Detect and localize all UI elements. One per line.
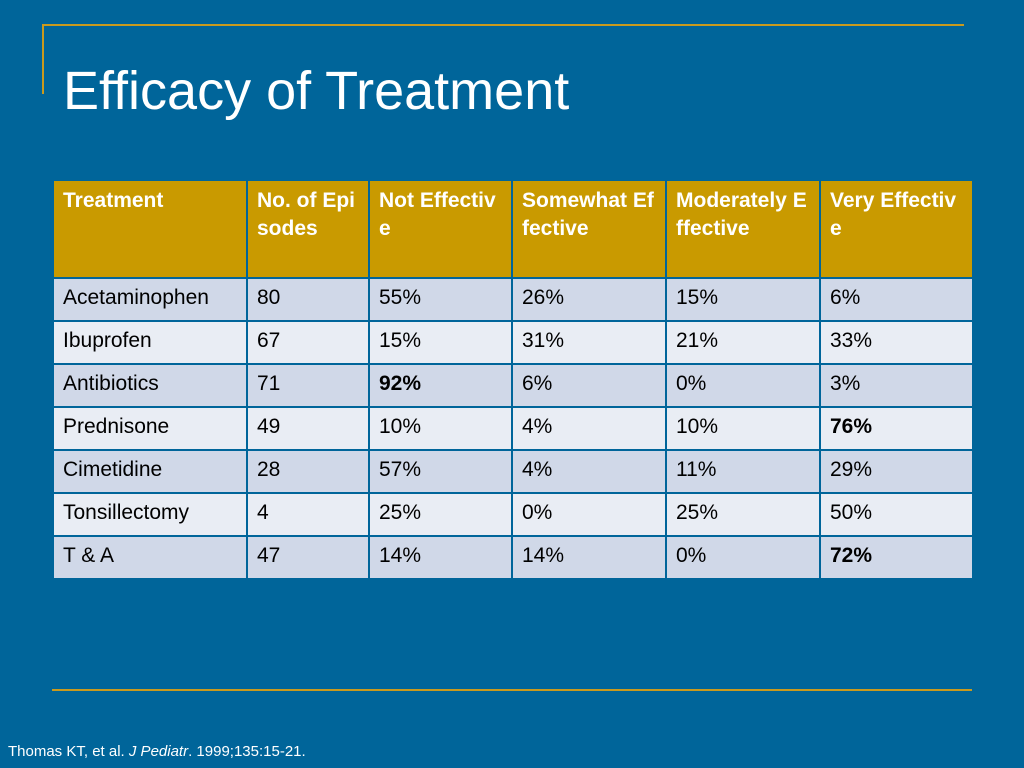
- table-cell: 4: [246, 492, 370, 537]
- table-cell: 15%: [368, 320, 513, 365]
- table-cell: 80: [246, 277, 370, 322]
- citation-details: . 1999;135:15-21.: [188, 743, 306, 760]
- table-cell: 14%: [368, 535, 513, 580]
- table-cell: 0%: [665, 535, 821, 580]
- efficacy-table: Treatment No. of Episodes Not Effective …: [52, 179, 974, 580]
- slide-title: Efficacy of Treatment: [63, 61, 570, 121]
- table-cell: 29%: [819, 449, 974, 494]
- header-somewhat-effective: Somewhat Effective: [511, 179, 667, 279]
- table-cell: 3%: [819, 363, 974, 408]
- table-cell: 25%: [368, 492, 513, 537]
- citation: Thomas KT, et al. J Pediatr. 1999;135:15…: [8, 743, 306, 760]
- table-cell: T & A: [52, 535, 248, 580]
- table-cell: Acetaminophen: [52, 277, 248, 322]
- table-cell: 4%: [511, 449, 667, 494]
- table-cell: 67: [246, 320, 370, 365]
- table-cell: 10%: [665, 406, 821, 451]
- table-cell: 33%: [819, 320, 974, 365]
- table-cell: 11%: [665, 449, 821, 494]
- header-moderately-effective: Moderately Effective: [665, 179, 821, 279]
- table-cell: 25%: [665, 492, 821, 537]
- table-cell: 6%: [819, 277, 974, 322]
- frame-top-line: [42, 24, 964, 26]
- table-row: Acetaminophen 80 55% 26% 15% 6%: [52, 277, 974, 322]
- table-cell: Tonsillectomy: [52, 492, 248, 537]
- table-cell: 0%: [511, 492, 667, 537]
- table-cell: 72%: [819, 535, 974, 580]
- table-cell: 76%: [819, 406, 974, 451]
- table-row: Ibuprofen 67 15% 31% 21% 33%: [52, 320, 974, 365]
- table-row: Prednisone 49 10% 4% 10% 76%: [52, 406, 974, 451]
- header-episodes: No. of Episodes: [246, 179, 370, 279]
- table-cell: 55%: [368, 277, 513, 322]
- frame-bottom-line: [52, 689, 972, 691]
- table-cell: 21%: [665, 320, 821, 365]
- table-cell: 15%: [665, 277, 821, 322]
- table-cell: Prednisone: [52, 406, 248, 451]
- table-cell: 4%: [511, 406, 667, 451]
- table-cell: 28: [246, 449, 370, 494]
- table-cell: 57%: [368, 449, 513, 494]
- table-cell: Ibuprofen: [52, 320, 248, 365]
- table-header-row: Treatment No. of Episodes Not Effective …: [52, 179, 974, 279]
- table-cell: 47: [246, 535, 370, 580]
- header-treatment: Treatment: [52, 179, 248, 279]
- citation-authors: Thomas KT, et al.: [8, 743, 129, 760]
- citation-journal: J Pediatr: [128, 743, 189, 760]
- table-row: Antibiotics 71 92% 6% 0% 3%: [52, 363, 974, 408]
- table-cell: 0%: [665, 363, 821, 408]
- table-row: Tonsillectomy 4 25% 0% 25% 50%: [52, 492, 974, 537]
- table-row: T & A 47 14% 14% 0% 72%: [52, 535, 974, 580]
- header-very-effective: Very Effective: [819, 179, 974, 279]
- table-cell: 71: [246, 363, 370, 408]
- table-row: Cimetidine 28 57% 4% 11% 29%: [52, 449, 974, 494]
- table-cell: Antibiotics: [52, 363, 248, 408]
- table-cell: 50%: [819, 492, 974, 537]
- table-cell: 31%: [511, 320, 667, 365]
- table-cell: Cimetidine: [52, 449, 248, 494]
- table-cell: 10%: [368, 406, 513, 451]
- table-cell: 26%: [511, 277, 667, 322]
- table-cell: 49: [246, 406, 370, 451]
- table-cell: 14%: [511, 535, 667, 580]
- table-cell: 92%: [368, 363, 513, 408]
- table-cell: 6%: [511, 363, 667, 408]
- frame-left-line: [42, 24, 44, 94]
- header-not-effective: Not Effective: [368, 179, 513, 279]
